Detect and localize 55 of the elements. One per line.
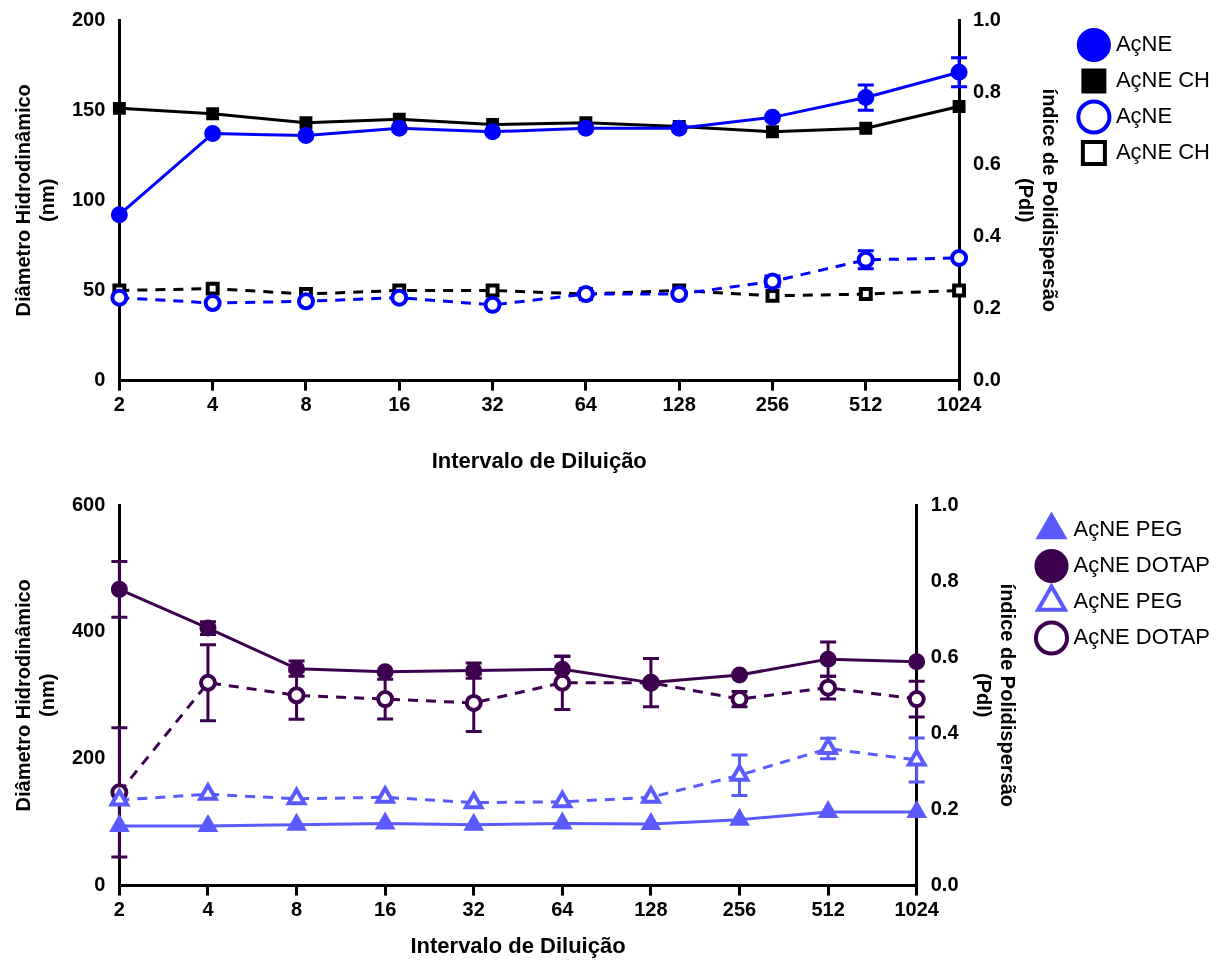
x-tick-label: 32 — [462, 898, 485, 921]
y2-axis-title: índice de Polidispersão (PdI) — [972, 583, 1019, 807]
x-tick-label: 1024 — [936, 393, 983, 416]
x-axis-title: Intervalo de Diluição — [410, 932, 626, 958]
x-tick-label: 256 — [722, 898, 757, 921]
y-axis-title: Diâmetro Hidrodinâmico (nm) — [11, 579, 58, 812]
legend-label: AçNE CH — [1115, 67, 1210, 93]
y-tick-label: 200 — [71, 746, 106, 769]
x-tick-label: 128 — [634, 898, 668, 921]
y-tick-label: 400 — [71, 619, 106, 642]
x-tick-label: 128 — [662, 393, 696, 416]
legend-label: AçNE CH — [1115, 139, 1210, 165]
x-tick-label: 64 — [574, 393, 598, 416]
x-tick-label: 512 — [849, 393, 883, 416]
y-axis-title: Diâmetro Hidrodinâmico (nm) — [11, 84, 58, 317]
y-tick-label: 150 — [71, 97, 106, 120]
x-tick-label: 1024 — [894, 898, 940, 921]
x-tick-label: 16 — [374, 898, 397, 921]
y2-tick-label: 0.2 — [930, 797, 959, 819]
x-tick-label: 8 — [290, 898, 303, 921]
x-tick-label: 4 — [202, 898, 215, 921]
y2-axis-title: índice de Polidispersão (PdI) — [1015, 88, 1062, 312]
legend-label: AçNE — [1115, 103, 1173, 129]
x-axis-title: Intervalo de Diluição — [431, 447, 647, 473]
legend-label: AçNE PEG — [1073, 516, 1183, 542]
y-tick-label: 0 — [94, 368, 106, 391]
legend-label: AçNE DOTAP — [1073, 624, 1211, 650]
y2-tick-label: 0.4 — [973, 223, 1002, 246]
x-tick-label: 4 — [207, 393, 220, 416]
x-tick-label: 8 — [300, 393, 312, 416]
y-tick-label: 200 — [71, 7, 106, 30]
x-tick-label: 2 — [113, 393, 125, 416]
y2-tick-label: 0.0 — [930, 873, 959, 896]
x-tick-label: 64 — [551, 898, 575, 921]
y2-tick-label: 1.0 — [973, 7, 1001, 30]
legend-label: AçNE — [1115, 31, 1173, 57]
x-tick-label: 2 — [113, 898, 125, 921]
y2-tick-label: 0.0 — [973, 368, 1001, 391]
x-tick-label: 32 — [481, 393, 504, 416]
y2-tick-label: 0.8 — [973, 79, 1001, 102]
y2-tick-label: 1.0 — [930, 492, 959, 515]
legend-label: AçNE DOTAP — [1073, 552, 1211, 578]
y2-tick-label: 0.6 — [973, 151, 1001, 174]
y-tick-label: 50 — [83, 277, 106, 300]
x-tick-label: 16 — [388, 393, 411, 416]
y2-tick-label: 0.2 — [973, 296, 1001, 318]
y-tick-label: 600 — [71, 492, 106, 515]
y2-tick-label: 0.6 — [930, 644, 959, 667]
x-tick-label: 512 — [811, 898, 845, 921]
y2-tick-label: 0.4 — [930, 720, 960, 743]
x-tick-label: 256 — [755, 393, 790, 416]
y2-tick-label: 0.8 — [930, 568, 959, 591]
y-tick-label: 0 — [94, 873, 106, 896]
legend-label: AçNE PEG — [1073, 588, 1183, 614]
y-tick-label: 100 — [71, 187, 106, 210]
